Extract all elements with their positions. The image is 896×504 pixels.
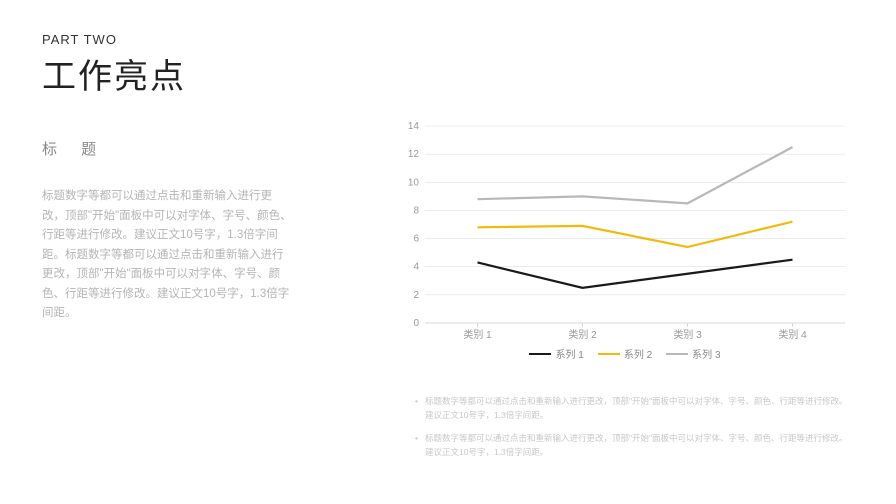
- chart-svg: 0 2 4 6 8 10 12 14 类别 1 类别 2 类别 3 类别 4: [395, 118, 855, 343]
- series-line: [478, 147, 793, 203]
- y-tick-label: 10: [408, 177, 420, 188]
- legend-label: 系列 1: [555, 346, 583, 361]
- legend-item: 系列 3: [666, 346, 720, 361]
- subtitle: 标 题: [42, 138, 292, 159]
- legend-swatch: [598, 353, 620, 355]
- footnote: 标题数字等都可以通过点击和重新输入进行更改，顶部"开始"面板中可以对字体、字号、…: [415, 395, 851, 422]
- series-line: [478, 222, 793, 247]
- legend-item: 系列 2: [598, 346, 652, 361]
- main-title: 工作亮点: [42, 49, 186, 98]
- y-tick-label: 0: [413, 318, 419, 329]
- x-tick-label: 类别 4: [778, 328, 807, 341]
- chart-legend: 系列 1 系列 2 系列 3: [395, 346, 855, 361]
- footnotes: 标题数字等都可以通过点击和重新输入进行更改，顶部"开始"面板中可以对字体、字号、…: [415, 395, 851, 469]
- legend-swatch: [529, 353, 551, 355]
- y-tick-label: 12: [408, 149, 420, 160]
- legend-swatch: [666, 353, 688, 355]
- x-tick-label: 类别 2: [568, 328, 597, 341]
- header: PART TWO 工作亮点: [42, 32, 186, 98]
- y-tick-label: 6: [413, 234, 419, 245]
- part-label: PART TWO: [42, 32, 186, 47]
- x-tick-label: 类别 3: [673, 328, 702, 341]
- y-tick-label: 14: [408, 121, 420, 132]
- y-tick-label: 4: [413, 262, 419, 273]
- x-tick-label: 类别 1: [463, 328, 492, 341]
- body-text: 标题数字等都可以通过点击和重新输入进行更改，顶部"开始"面板中可以对字体、字号、…: [42, 187, 292, 324]
- left-column: 标 题 标题数字等都可以通过点击和重新输入进行更改，顶部"开始"面板中可以对字体…: [42, 138, 292, 324]
- y-tick-label: 8: [413, 205, 419, 216]
- series-line: [478, 260, 793, 288]
- legend-label: 系列 3: [692, 346, 720, 361]
- footnote: 标题数字等都可以通过点击和重新输入进行更改，顶部"开始"面板中可以对字体、字号、…: [415, 432, 851, 459]
- line-chart: 0 2 4 6 8 10 12 14 类别 1 类别 2 类别 3 类别 4: [395, 118, 855, 343]
- legend-label: 系列 2: [624, 346, 652, 361]
- legend-item: 系列 1: [529, 346, 583, 361]
- y-tick-label: 2: [413, 290, 419, 301]
